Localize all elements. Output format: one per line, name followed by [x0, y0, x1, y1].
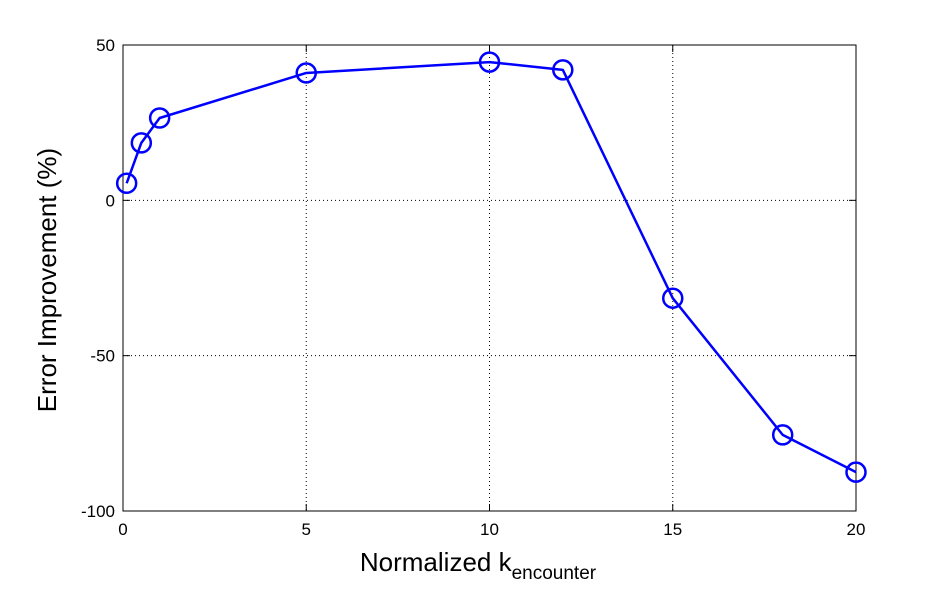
y-tick-label: 0: [106, 191, 115, 210]
data-point-marker: [295, 62, 317, 84]
data-point-marker: [662, 287, 684, 309]
x-axis-label: Normalized kencounter: [360, 547, 597, 584]
x-tick-label: 5: [302, 520, 311, 539]
data-point-marker: [845, 461, 867, 483]
x-axis-label-subscript: encounter: [512, 563, 597, 584]
axis-ticks: [122, 44, 857, 512]
data-point-marker: [115, 172, 138, 194]
x-tick-label: 20: [847, 520, 866, 539]
tick-labels: 0 5 10 15 20 -100 -50 0 50: [81, 36, 865, 539]
data-point-marker: [478, 51, 501, 73]
y-tick-label: -100: [81, 502, 115, 521]
x-tick-label: 15: [663, 520, 682, 539]
x-axis-label-main: Normalized k: [360, 547, 513, 577]
y-tick-label: 50: [96, 36, 115, 55]
data-point-marker: [130, 132, 153, 154]
grid: [123, 45, 856, 511]
data-point-marker: [148, 107, 171, 129]
x-tick-label: 10: [480, 520, 499, 539]
data-point-marker: [552, 59, 574, 81]
y-axis-label: Error Improvement (%): [32, 148, 62, 412]
x-tick-label: 0: [118, 520, 127, 539]
data-series: [115, 51, 867, 483]
data-point-marker: [771, 424, 794, 446]
y-tick-label: -50: [90, 347, 115, 366]
